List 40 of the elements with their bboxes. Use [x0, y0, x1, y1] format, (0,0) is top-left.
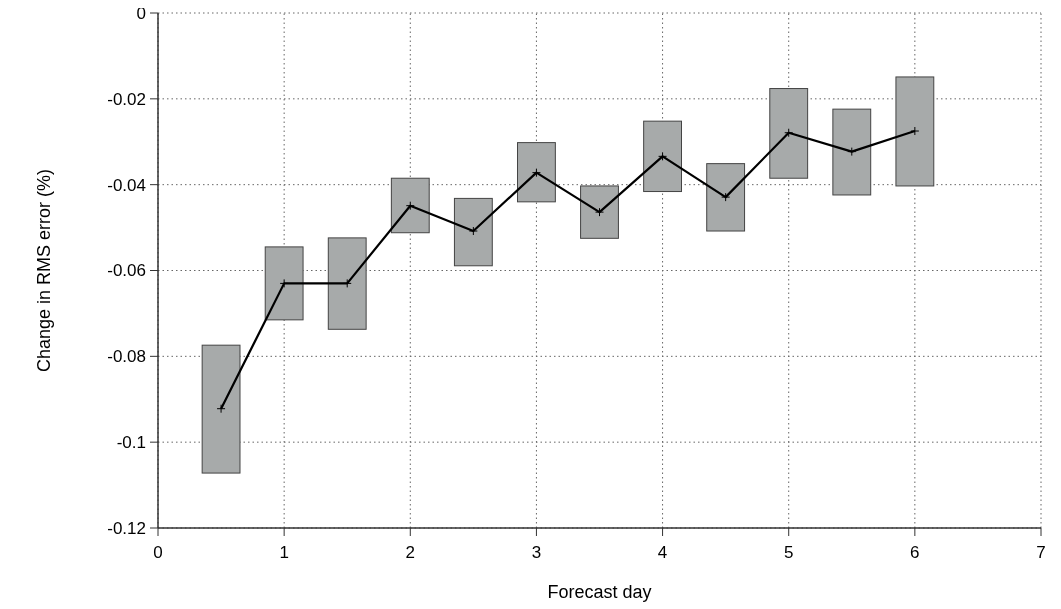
bar	[706, 163, 746, 232]
point	[784, 128, 794, 138]
point	[721, 192, 731, 202]
y-tick-label: -0.02	[107, 89, 146, 109]
bar	[517, 142, 556, 203]
bar	[201, 344, 241, 474]
point	[910, 126, 920, 136]
x-tick-label: 6	[910, 543, 920, 562]
x-tick-label: 5	[783, 543, 794, 562]
y-tick-label: 0	[136, 3, 146, 23]
bar	[643, 120, 682, 193]
point	[279, 278, 289, 288]
x-tick-label: 0	[153, 543, 163, 562]
x-tick-label: 3	[531, 543, 542, 562]
point	[595, 207, 604, 217]
x-axis-title: Forecast day	[547, 582, 652, 602]
point	[216, 404, 226, 414]
y-axis-title: Change in RMS error (%)	[34, 168, 54, 373]
bar	[390, 177, 430, 234]
bar	[453, 197, 493, 267]
y-tick-label: -0.1	[116, 433, 146, 453]
y-tick-label: -0.04	[107, 175, 146, 195]
bar	[264, 246, 304, 321]
bar	[769, 88, 809, 179]
point	[468, 226, 478, 236]
x-tick-label: 2	[405, 543, 416, 562]
point	[847, 147, 857, 157]
point	[531, 168, 541, 178]
point	[405, 201, 415, 211]
bar	[895, 76, 935, 187]
y-tick-label: -0.06	[107, 261, 146, 281]
x-tick-label: 4	[657, 543, 668, 562]
x-tick-label: 7	[1036, 543, 1046, 562]
y-tick-label: -0.08	[107, 347, 146, 367]
x-tick-label: 1	[279, 543, 289, 562]
bar	[832, 108, 872, 196]
point	[658, 151, 668, 161]
y-tick-label: -0.12	[107, 518, 146, 538]
bar	[327, 237, 367, 330]
bar	[580, 185, 619, 239]
